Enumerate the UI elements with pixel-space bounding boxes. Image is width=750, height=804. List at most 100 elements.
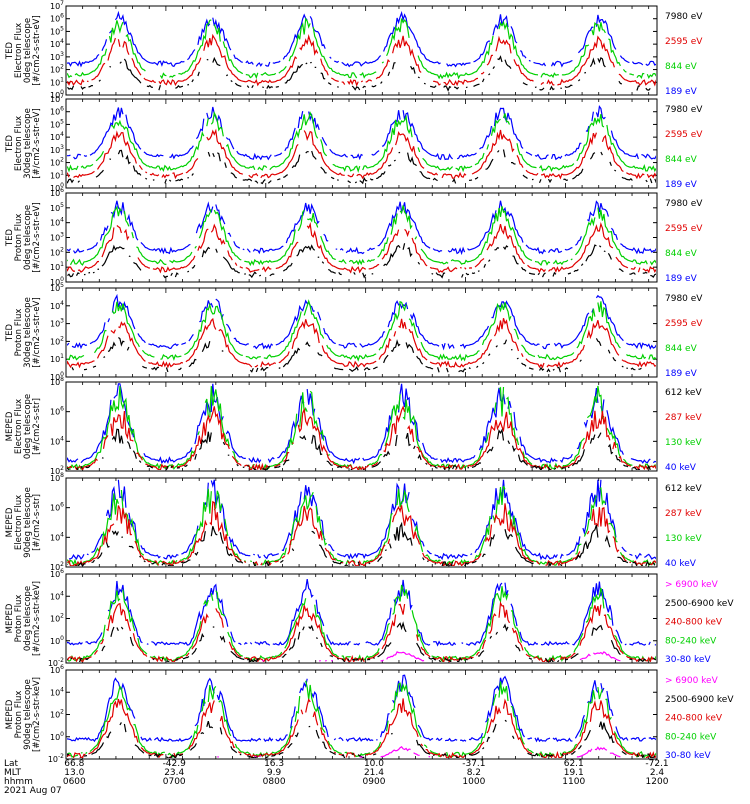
x-axis-tick-label: 0800 (263, 777, 286, 787)
y-axis-label-line: TED (5, 134, 15, 153)
y-axis-label-line: MEPED (5, 507, 15, 537)
panel-4: 100 101 102 103 104 105 TED Proton Flux 30deg te… (5, 282, 703, 382)
panel-frame (65, 287, 658, 378)
legend-entry: 30-80 keV (665, 751, 711, 761)
y-tick-label: 105 (50, 202, 64, 213)
y-tick-label: 104 (50, 531, 64, 542)
y-tick-label: 105 (50, 118, 64, 129)
x-axis-tick-label: 9.9 (267, 768, 282, 778)
panel-6: 102 104 106 108 MEPED Electron Flux 90deg tele… (5, 472, 702, 572)
panel-frame (65, 381, 658, 472)
y-axis-label-line: 0deg telescope (23, 394, 33, 459)
y-axis-label-line: 30deg telescope (23, 108, 33, 179)
legend-entry: 80-240 keV (665, 732, 717, 742)
legend-entry: 2500-6900 keV (665, 695, 734, 705)
y-axis-label-line: 0deg telescope (23, 205, 33, 270)
panel-3: 100 101 102 103 104 105 106 TED Proton Flux 0deg … (5, 187, 703, 287)
y-axis-label-line: [#/cm2-s-str] (32, 494, 42, 551)
series-line (67, 584, 656, 662)
y-tick-label: 102 (50, 335, 64, 346)
x-axis-tick-label: 1200 (646, 777, 669, 787)
series-traces (67, 479, 656, 566)
series-line (67, 243, 656, 279)
y-tick-label: 104 (50, 131, 64, 142)
series-line (67, 521, 656, 566)
series-line (67, 222, 656, 274)
series-line (67, 680, 656, 758)
x-axis-tick-label: 13.0 (64, 768, 84, 778)
series-traces (67, 10, 656, 91)
panel-frame (65, 98, 658, 189)
legend-entry: 240-800 keV (665, 618, 723, 628)
y-axis-label-line: Proton Flux (14, 595, 24, 643)
x-axis-tick-label: -72.1 (645, 759, 668, 769)
x-axis-tick-label: 0900 (363, 777, 386, 787)
series-line (67, 601, 654, 662)
legend-entry: > 6900 keV (665, 676, 719, 686)
y-tick-label: 104 (50, 217, 64, 228)
y-axis-label-line: 0deg telescope (23, 586, 33, 651)
y-tick-label: 103 (50, 144, 64, 155)
legend-entry: 612 keV (665, 388, 702, 398)
legend-entry: 844 eV (665, 249, 698, 259)
y-tick-label: 10-2 (48, 657, 64, 668)
series-line (67, 385, 656, 470)
y-axis-label-line: Proton Flux (14, 309, 24, 357)
legend-entry: 189 eV (665, 87, 698, 97)
y-tick-label: 106 (50, 502, 64, 513)
y-tick-label: 100 (50, 371, 64, 382)
panel-5: 102 104 106 108 MEPED Electron Flux 0deg teles… (5, 376, 702, 476)
y-tick-label: 105 (50, 25, 64, 36)
series-line (67, 111, 656, 173)
legend-entry: 844 eV (665, 155, 698, 165)
y-tick-label: 101 (50, 261, 64, 272)
y-axis-label-line: Electron Flux (14, 116, 24, 171)
y-tick-label: 107 (50, 0, 64, 11)
x-axis-row-label: hhmm (4, 777, 33, 787)
x-axis-tick-label: 19.1 (564, 768, 584, 778)
series-line (67, 317, 656, 369)
x-axis-tick-label: 21.4 (364, 768, 384, 778)
y-axis-label-line: [#/cm2-s-str-keV] (32, 581, 42, 656)
legend-entry: 2595 eV (665, 130, 703, 140)
y-axis-label-line: 30deg telescope (23, 297, 33, 368)
legend-entry: 130 keV (665, 534, 702, 544)
legend-entry: 189 eV (665, 369, 698, 379)
x-axis-tick-label: 66.8 (64, 759, 84, 769)
y-axis-label-line: Proton Flux (14, 691, 24, 739)
x-axis-tick-label: 8.2 (467, 768, 481, 778)
series-line (67, 621, 656, 662)
x-axis-row-label: 2021 Aug 07 (4, 786, 62, 796)
legend-entry: 287 keV (665, 509, 702, 519)
legend-entry: 2595 eV (665, 224, 703, 234)
y-tick-label: 10-2 (48, 753, 64, 764)
y-tick-label: 106 (50, 13, 64, 24)
panel-frame (65, 573, 658, 664)
panel-frame (65, 477, 658, 568)
x-axis-tick-label: -37.1 (462, 759, 485, 769)
y-axis-label-line: 0deg telescope (23, 18, 33, 83)
y-axis-label-line: Proton Flux (14, 214, 24, 262)
panel-7: 10-2 100 102 104 106 MEPED Proton Flux 0deg tel… (5, 568, 734, 668)
y-tick-label: 101 (50, 169, 64, 180)
series-line (67, 383, 656, 465)
y-axis-label-line: Electron Flux (14, 23, 24, 78)
x-axis-tick-label: 1000 (462, 777, 485, 787)
series-line (67, 500, 656, 566)
legend-entry: 189 eV (665, 274, 698, 284)
y-tick-label: 104 (50, 686, 64, 697)
x-axis-row-label: Lat (4, 759, 19, 769)
series-line (67, 719, 656, 758)
legend-entry: 80-240 keV (665, 636, 717, 646)
legend-entry: 2595 eV (665, 37, 703, 47)
y-tick-label: 103 (50, 51, 64, 62)
x-axis-tick-label: 62.1 (564, 759, 584, 769)
legend-entry: 130 keV (665, 438, 702, 448)
series-line (67, 104, 656, 161)
y-tick-label: 106 (50, 664, 64, 675)
series-line (66, 429, 656, 470)
